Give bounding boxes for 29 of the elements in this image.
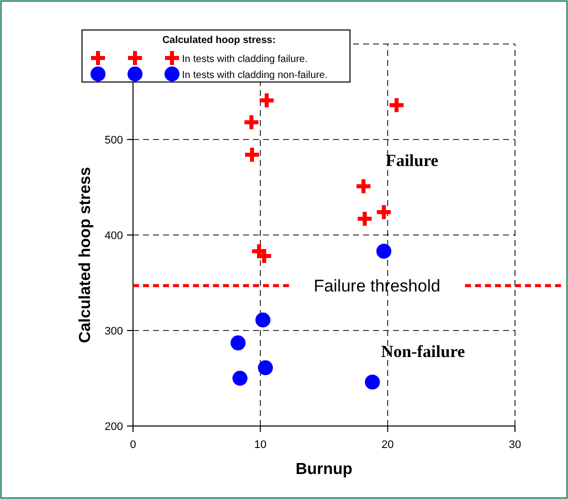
- x-axis-title: Burnup: [296, 461, 353, 478]
- point: [374, 203, 393, 222]
- y-tick-label: 200: [104, 421, 123, 433]
- legend-title: Calculated hoop stress:: [162, 35, 276, 46]
- x-tick-label: 0: [130, 439, 136, 451]
- x-tick-label: 10: [254, 439, 266, 451]
- point: [354, 177, 372, 196]
- annotation: Non-failure: [381, 342, 466, 361]
- point: [242, 113, 260, 132]
- annotation: Failure: [386, 151, 439, 170]
- point: [258, 91, 276, 110]
- ref-line-label: Failure threshold: [314, 276, 440, 296]
- legend-label: In tests with cladding failure.: [182, 54, 308, 65]
- x-tick-label: 20: [382, 439, 394, 451]
- point: [243, 146, 262, 164]
- point: [258, 360, 273, 376]
- y-tick-label: 300: [104, 326, 123, 338]
- legend-label: In tests with cladding non-failure.: [182, 70, 328, 81]
- y-axis-title: Calculated hoop stress: [77, 166, 94, 344]
- point: [376, 244, 392, 259]
- point: [364, 374, 380, 390]
- point: [255, 312, 270, 328]
- point: [388, 96, 406, 114]
- point: [230, 335, 246, 350]
- y-tick-label: 400: [104, 230, 123, 242]
- point: [356, 210, 374, 228]
- point: [232, 370, 248, 386]
- x-tick-label: 30: [508, 439, 522, 451]
- y-tick-label: 500: [104, 134, 123, 146]
